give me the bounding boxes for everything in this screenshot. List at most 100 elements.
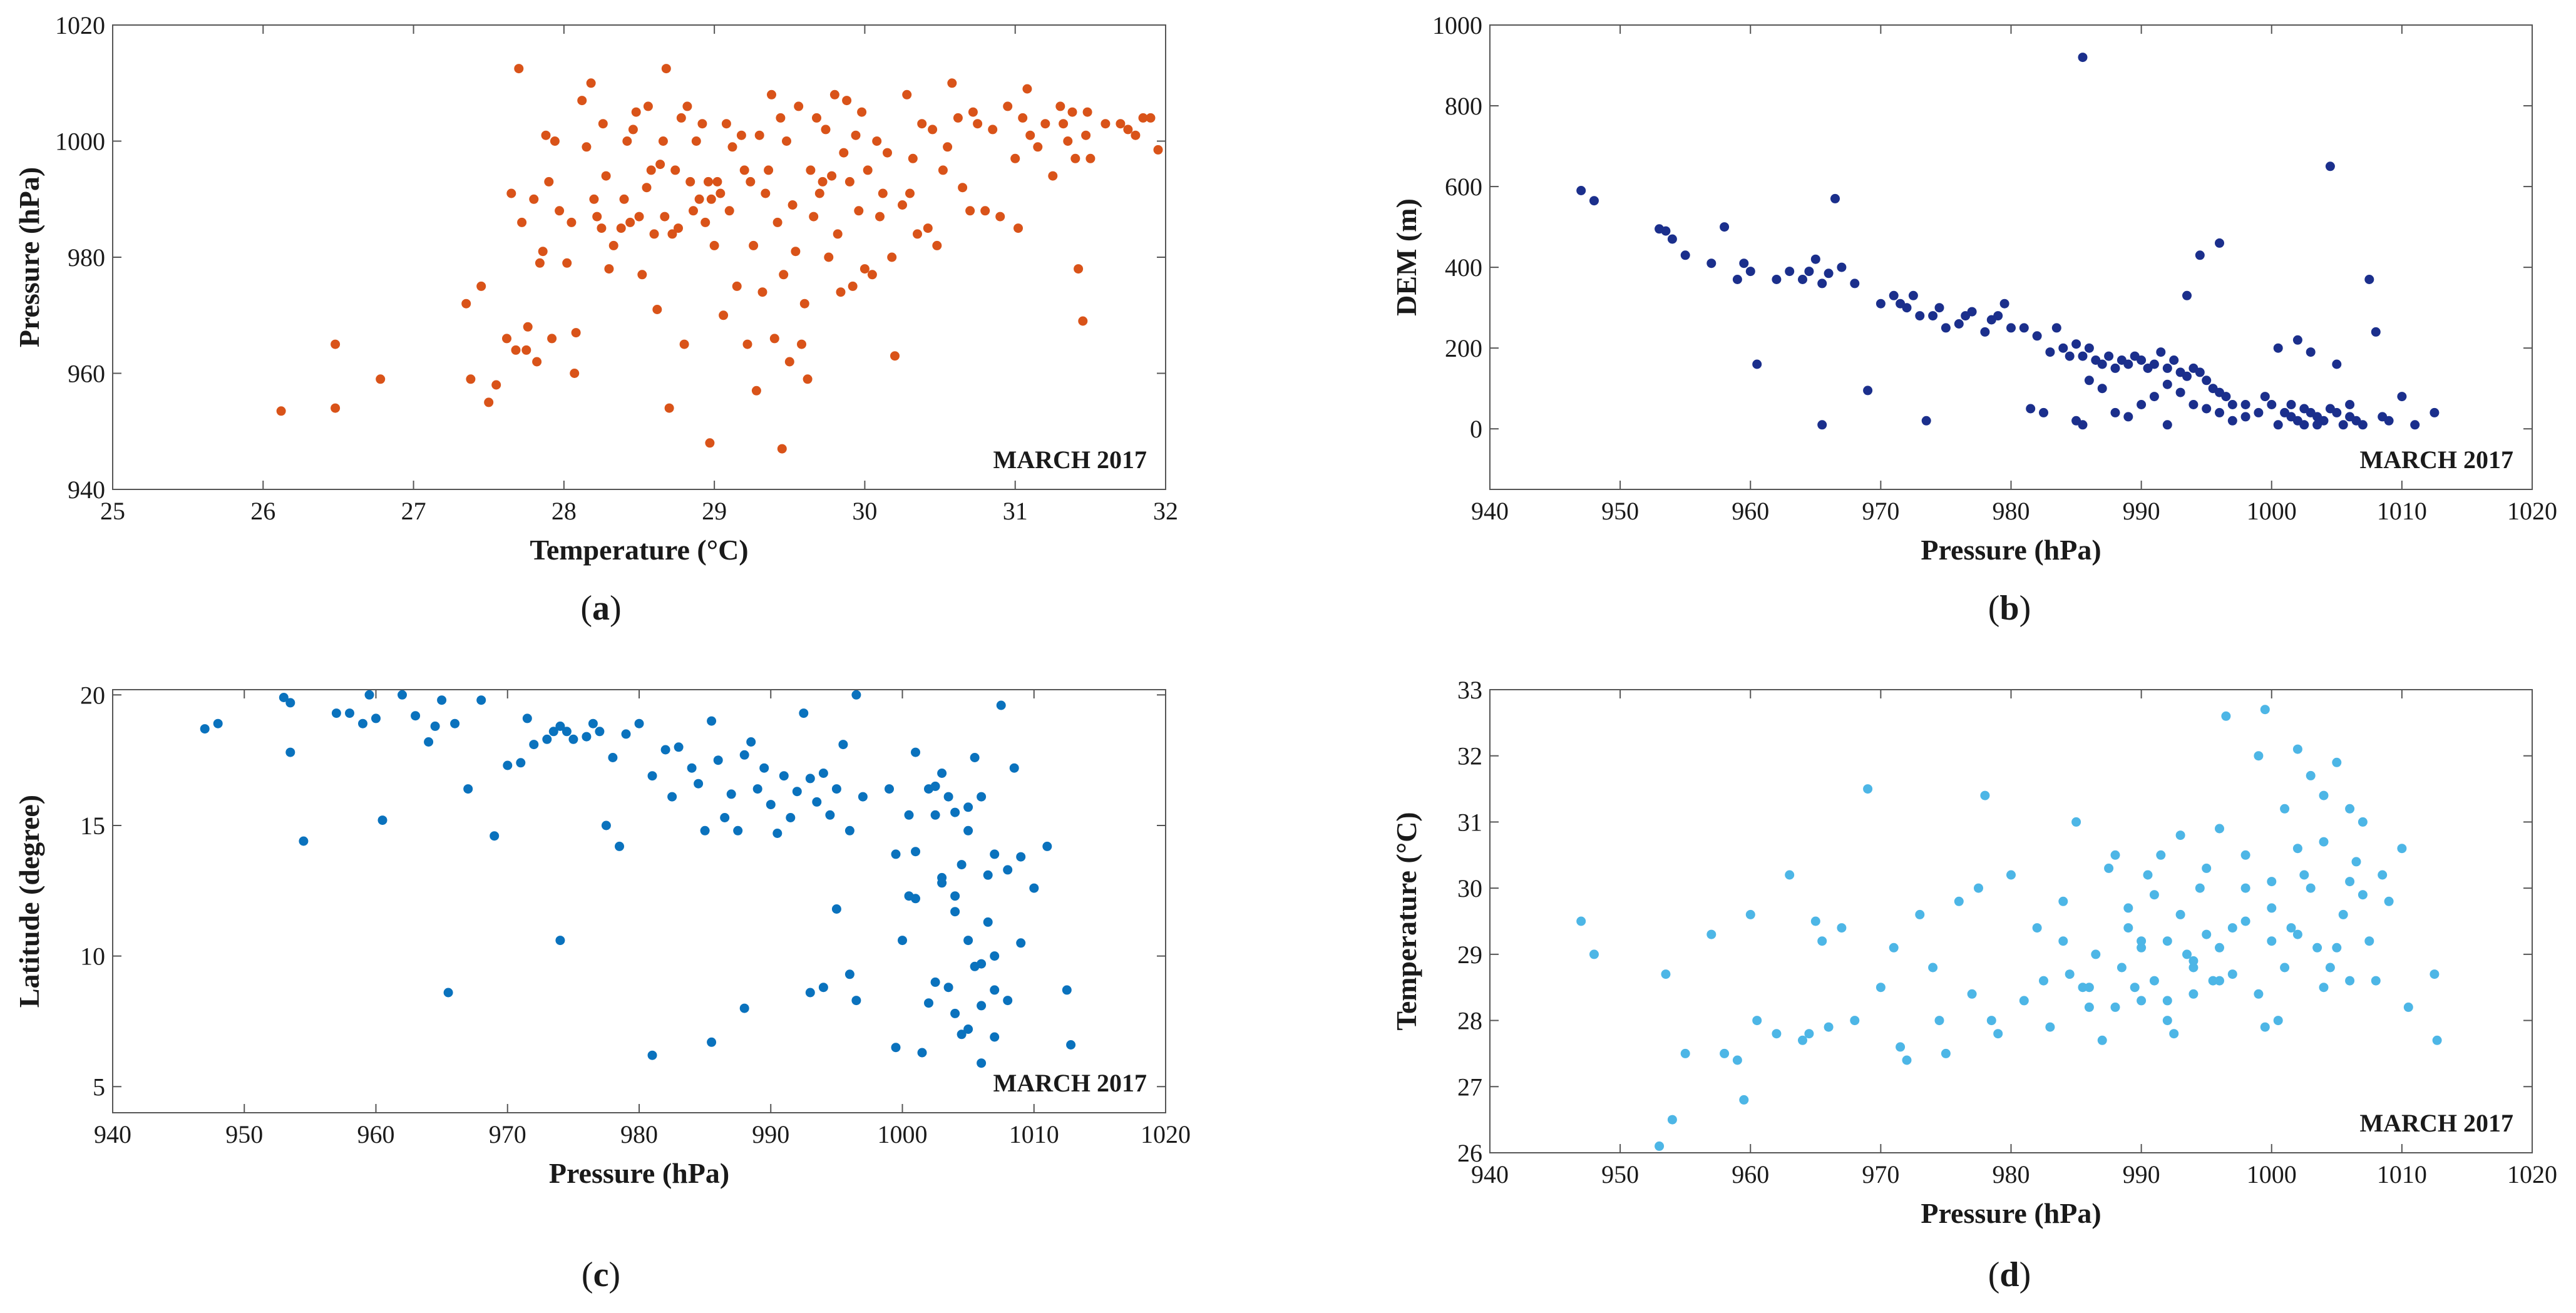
data-point bbox=[2332, 943, 2342, 953]
data-point bbox=[782, 136, 791, 146]
x-tick-label: 1020 bbox=[1141, 1120, 1191, 1148]
data-point bbox=[2280, 804, 2290, 814]
data-point bbox=[1837, 923, 1847, 933]
x-tick-label: 1020 bbox=[2507, 1160, 2557, 1188]
x-tick-label: 26 bbox=[250, 497, 275, 525]
panel-label: (b) bbox=[1988, 589, 2031, 628]
data-point bbox=[898, 200, 907, 210]
data-point bbox=[567, 217, 577, 227]
data-point bbox=[827, 171, 837, 181]
y-tick-label: 980 bbox=[68, 243, 105, 272]
data-point bbox=[825, 810, 835, 820]
data-point bbox=[794, 101, 804, 111]
data-point bbox=[769, 334, 779, 344]
data-point bbox=[2358, 420, 2368, 430]
data-point bbox=[1706, 929, 1716, 939]
data-point bbox=[2240, 916, 2250, 926]
data-point bbox=[358, 718, 367, 728]
data-point bbox=[2149, 890, 2159, 900]
x-tick-label: 25 bbox=[100, 497, 125, 525]
data-point bbox=[2286, 400, 2296, 409]
data-point bbox=[719, 310, 729, 320]
data-point bbox=[2292, 335, 2302, 345]
data-point bbox=[1667, 1115, 1677, 1125]
data-point bbox=[555, 206, 565, 216]
y-tick-label: 200 bbox=[1445, 334, 1482, 362]
data-point bbox=[1745, 909, 1755, 919]
data-point bbox=[586, 78, 596, 88]
data-point bbox=[2123, 903, 2133, 913]
data-point bbox=[990, 1032, 1000, 1042]
x-axis-title: Pressure (hPa) bbox=[1921, 534, 2101, 566]
data-point bbox=[2110, 850, 2120, 860]
data-point bbox=[2260, 392, 2270, 402]
data-point bbox=[806, 165, 816, 175]
data-point bbox=[1661, 969, 1671, 979]
data-point bbox=[655, 160, 665, 170]
data-point bbox=[2325, 963, 2335, 973]
data-point bbox=[2006, 870, 2016, 880]
data-point bbox=[851, 690, 861, 700]
data-point bbox=[555, 721, 565, 731]
scatter-points bbox=[276, 64, 1163, 454]
data-point bbox=[522, 713, 532, 723]
data-point bbox=[2045, 347, 2055, 357]
data-point bbox=[2221, 392, 2231, 402]
data-point bbox=[1055, 101, 1065, 111]
data-point bbox=[2175, 909, 2185, 919]
data-point bbox=[930, 810, 940, 820]
data-point bbox=[996, 700, 1006, 710]
data-point bbox=[450, 718, 460, 728]
data-point bbox=[836, 287, 846, 297]
data-point bbox=[1082, 107, 1092, 117]
data-point bbox=[2019, 996, 2029, 1006]
data-point bbox=[619, 194, 629, 204]
data-point bbox=[1810, 254, 1820, 264]
data-point bbox=[950, 891, 960, 901]
data-point bbox=[2026, 404, 2036, 414]
data-point bbox=[2182, 949, 2192, 959]
data-point bbox=[2058, 896, 2068, 906]
data-point bbox=[739, 1003, 749, 1013]
data-point bbox=[424, 737, 434, 747]
data-point bbox=[628, 125, 638, 135]
chart-panel-b: 940 950 960 970 980 990 1000 1010 1020 0 200 400 600… bbox=[1390, 11, 2557, 628]
data-point bbox=[331, 403, 341, 413]
data-point bbox=[691, 136, 701, 146]
data-point bbox=[2084, 376, 2094, 386]
y-tick-label: 15 bbox=[80, 812, 105, 840]
data-point bbox=[562, 258, 572, 268]
data-point bbox=[1033, 142, 1043, 152]
data-point bbox=[2084, 983, 2094, 993]
x-axis-title: Pressure (hPa) bbox=[549, 1157, 729, 1189]
data-point bbox=[2110, 363, 2120, 373]
data-point bbox=[631, 107, 641, 117]
y-tick-label: 800 bbox=[1445, 92, 1482, 120]
data-point bbox=[902, 89, 912, 100]
data-point bbox=[1074, 264, 1084, 274]
data-point bbox=[601, 171, 611, 181]
plot-frame bbox=[112, 689, 1166, 1113]
x-tick-label: 970 bbox=[1862, 1160, 1899, 1188]
data-point bbox=[398, 690, 407, 700]
data-point bbox=[285, 698, 295, 708]
data-point bbox=[791, 247, 801, 257]
data-point bbox=[1915, 311, 1925, 321]
data-point bbox=[983, 917, 993, 927]
data-point bbox=[1101, 119, 1111, 129]
y-tick-label: 26 bbox=[1457, 1139, 1482, 1167]
data-point bbox=[2162, 379, 2172, 389]
data-point bbox=[1798, 1035, 1807, 1045]
data-point bbox=[463, 784, 473, 794]
data-point bbox=[1123, 125, 1133, 135]
data-point bbox=[1059, 119, 1069, 129]
data-point bbox=[689, 206, 698, 216]
data-point bbox=[1934, 303, 1944, 313]
data-point bbox=[2202, 929, 2212, 939]
data-point bbox=[812, 113, 821, 123]
data-point bbox=[784, 357, 794, 367]
data-point bbox=[1022, 84, 1032, 94]
data-point bbox=[2332, 359, 2342, 369]
data-point bbox=[694, 194, 704, 204]
data-point bbox=[803, 374, 813, 384]
